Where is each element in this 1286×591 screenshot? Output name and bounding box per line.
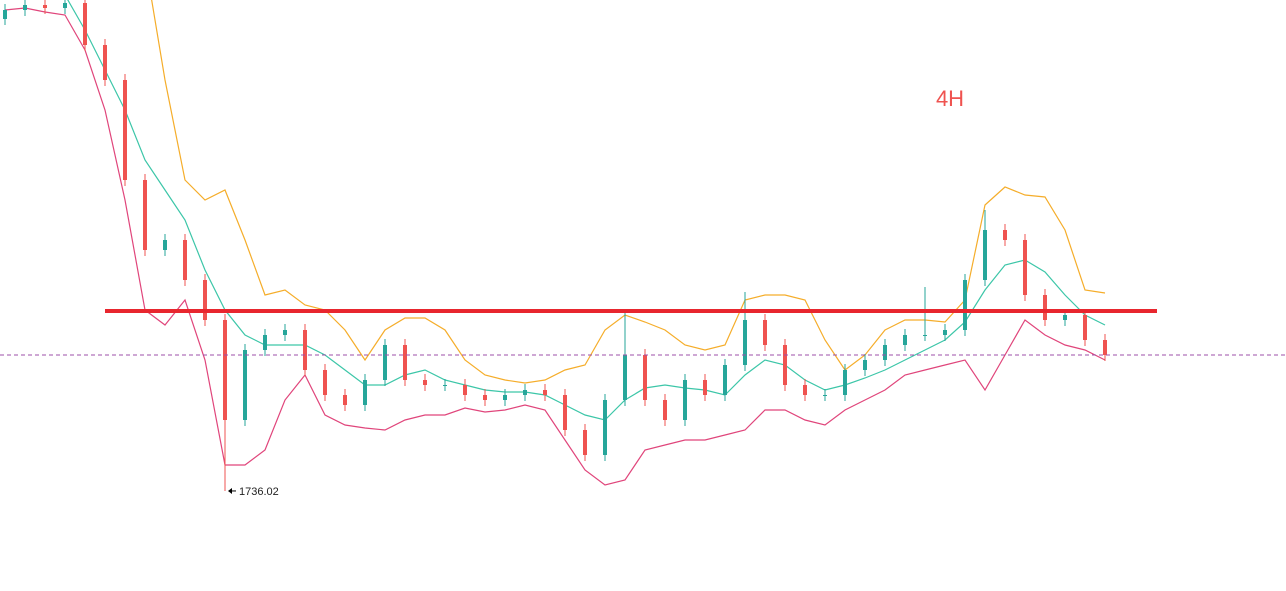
candle-body	[723, 365, 727, 395]
candle-body	[843, 370, 847, 395]
candle-body	[1063, 315, 1067, 320]
band-line	[67, 0, 1106, 421]
candle-body	[623, 355, 627, 400]
candle-body	[543, 390, 547, 395]
candle-body	[243, 350, 247, 420]
candle-body	[803, 385, 807, 395]
candle-body	[663, 400, 667, 420]
candle-body	[23, 5, 27, 10]
candle-body	[443, 385, 447, 386]
candle-body	[3, 10, 7, 19]
candle-body	[223, 320, 227, 420]
candle-body	[383, 345, 387, 380]
candle-body	[283, 330, 287, 335]
candle-body	[823, 395, 827, 396]
candle-body	[763, 320, 767, 345]
band-line	[4, 7, 1106, 486]
candle-body	[323, 370, 327, 395]
candle-body	[163, 240, 167, 250]
candle-body	[583, 430, 587, 455]
candle-body	[983, 230, 987, 280]
candle-body	[1003, 230, 1007, 240]
candle-body	[363, 380, 367, 405]
candle-body	[343, 395, 347, 405]
low-label: 1736.02	[239, 486, 279, 498]
candle-body	[563, 395, 567, 430]
candle-body	[463, 385, 467, 395]
candle-body	[783, 345, 787, 385]
candle-body	[743, 320, 747, 365]
low-arrow-head	[228, 487, 232, 494]
candle-body	[1023, 240, 1027, 295]
candle-body	[1103, 340, 1107, 355]
candle-body	[943, 330, 947, 335]
candle-body	[303, 330, 307, 370]
candle-body	[203, 280, 207, 320]
candle-body	[403, 345, 407, 380]
candle-body	[123, 80, 127, 180]
candle-body	[183, 240, 187, 280]
candle-body	[103, 45, 107, 80]
candle-body	[1083, 315, 1087, 340]
candle-body	[1043, 295, 1047, 320]
candle-body	[63, 3, 67, 8]
candle-body	[883, 345, 887, 360]
candle-body	[963, 280, 967, 330]
candle-body	[903, 335, 907, 345]
candle-body	[83, 3, 87, 45]
candle-body	[603, 400, 607, 455]
candle-body	[483, 395, 487, 400]
candle-body	[863, 360, 867, 370]
candle-body	[43, 5, 47, 8]
candle-body	[643, 355, 647, 400]
candle-body	[923, 335, 927, 336]
candle-body	[143, 180, 147, 250]
candle-body	[263, 335, 267, 350]
candle-body	[703, 380, 707, 395]
candle-body	[683, 380, 687, 420]
candle-body	[423, 380, 427, 385]
candle-body	[523, 390, 527, 395]
candle-body	[503, 395, 507, 400]
timeframe-label: 4H	[936, 86, 964, 111]
